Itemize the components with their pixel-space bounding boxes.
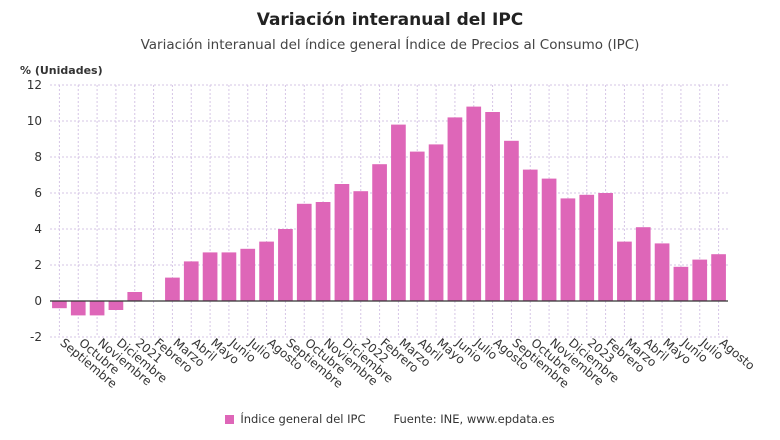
bar [315,202,331,301]
bar [108,301,124,310]
bar [409,151,425,301]
bar [692,259,708,301]
bar [372,164,387,301]
legend-swatch [225,414,235,424]
bar [202,252,218,301]
bars-layer [52,106,726,316]
bar [183,261,199,301]
bar [485,112,500,301]
bar [522,169,538,301]
y-tick-label: 0 [34,294,42,308]
bar [89,301,105,316]
legend-series-label: Índice general del IPC [240,412,366,426]
bar [165,277,180,301]
bar [504,140,519,301]
source-note: Fuente: INE, www.epdata.es [393,412,555,426]
legend: Índice general del IPC Fuente: INE, www.… [0,412,780,426]
chart-subtitle: Variación interanual del índice general … [140,37,640,53]
y-tick-label: 12 [27,78,42,92]
y-tick-label: 4 [34,222,42,236]
bar [560,198,576,301]
bar [617,241,632,301]
bar [278,229,293,301]
y-tick-label: 10 [27,114,42,128]
y-tick-label: 8 [34,150,42,164]
bar [466,106,482,301]
bar [259,241,274,301]
bar [70,301,86,316]
bar [447,117,463,302]
bar [635,227,651,301]
bar [127,292,143,301]
bar [391,124,406,301]
bar [673,266,689,301]
y-tick-label: 6 [34,186,42,200]
bar [240,248,256,301]
bar [296,203,312,301]
y-tick-label: -2 [30,330,42,344]
y-axis-unit-label: % (Unidades) [20,64,103,77]
bar [221,252,237,301]
bar [598,193,613,301]
bar [52,301,67,309]
bar [541,178,557,301]
bar [711,254,726,301]
chart-title: Variación interanual del IPC [256,10,524,30]
bar [579,194,595,301]
bar [353,191,369,301]
bar [654,243,670,301]
y-tick-label: 2 [34,258,42,272]
bar [428,144,444,301]
bar [334,184,350,301]
